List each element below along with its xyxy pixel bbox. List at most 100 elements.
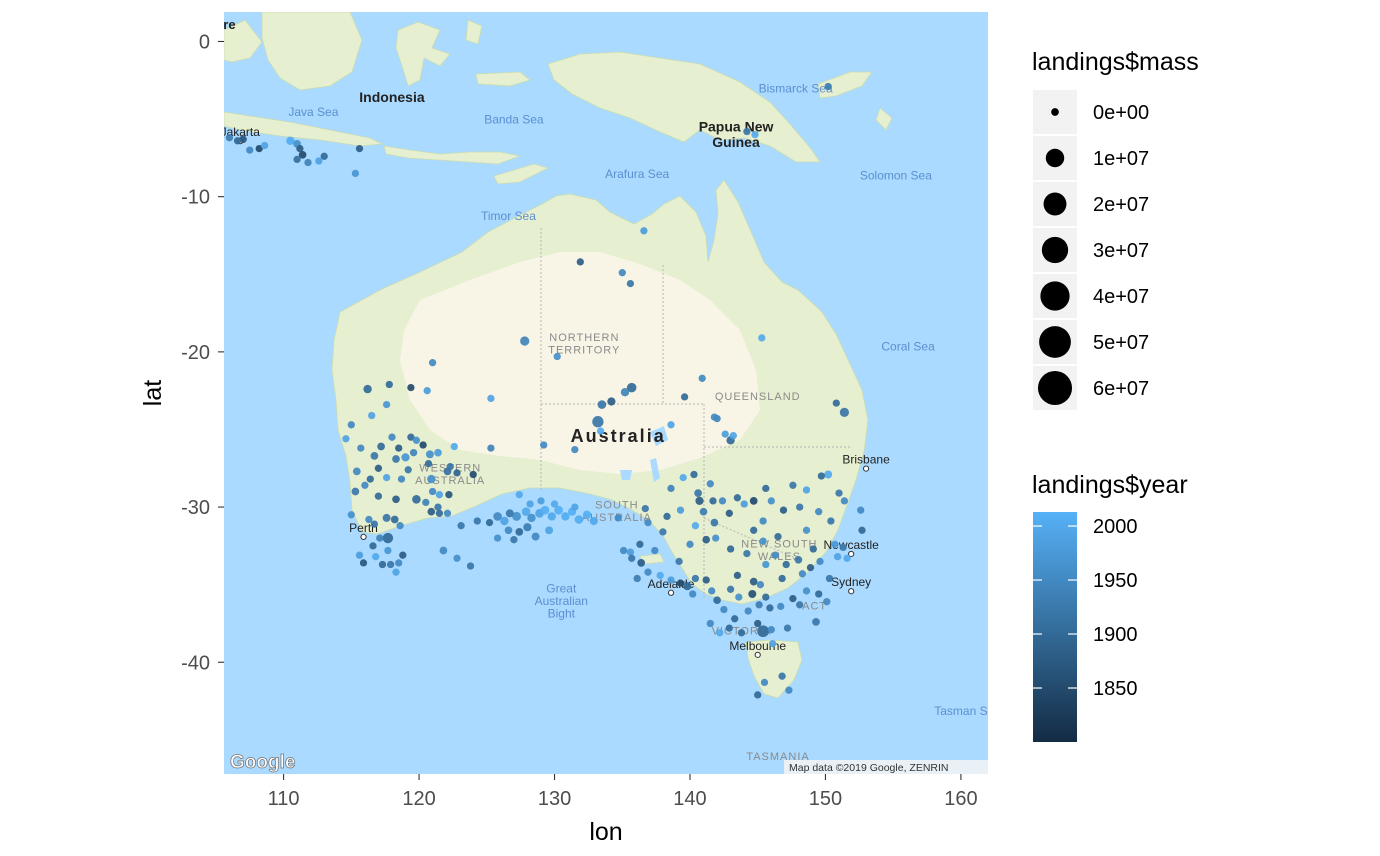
landing-point [392, 568, 400, 576]
y-tick-label: -40 [181, 652, 210, 674]
landing-point [397, 475, 406, 483]
landing-point [699, 507, 708, 516]
landing-point [351, 169, 360, 178]
mass-legend-label: 2e+07 [1093, 194, 1149, 216]
landing-point [676, 506, 685, 514]
landing-point [435, 509, 444, 517]
landing-point [342, 435, 350, 443]
landing-point [718, 497, 727, 505]
landing-point [377, 442, 385, 451]
landing-point [796, 601, 804, 609]
landing-point [619, 546, 628, 555]
landing-point [392, 455, 400, 463]
landing-point [618, 269, 626, 277]
landing-point [370, 520, 379, 528]
x-tick-label: 140 [673, 788, 706, 810]
landing-point [667, 484, 675, 493]
landing-point [378, 560, 387, 569]
landing-point [351, 487, 360, 496]
landing-point [832, 399, 840, 407]
landing-point [725, 624, 733, 632]
landing-point [315, 157, 323, 165]
landing-point [762, 560, 770, 569]
landing-point [815, 508, 823, 516]
city-marker [848, 588, 855, 595]
map-label-city: Brisbane [842, 453, 890, 467]
landing-point [779, 506, 788, 514]
landing-point [428, 487, 437, 496]
halmahera-land [465, 19, 483, 45]
map-label-city: Melbourne [729, 639, 786, 653]
landing-point [368, 411, 376, 420]
landing-point [802, 587, 811, 595]
map-label-sea: Tasman S [934, 704, 987, 718]
map-label-city: Jakarta [221, 125, 261, 139]
landing-point [798, 570, 807, 578]
landing-point [702, 576, 710, 584]
landing-point [386, 560, 395, 569]
seram-land [475, 71, 531, 87]
x-tick-label: 110 [268, 788, 300, 810]
landing-point [815, 590, 823, 598]
landing-point [487, 394, 495, 403]
landing-point [680, 393, 689, 401]
landing-point [762, 593, 770, 601]
landing-point [766, 604, 774, 612]
landing-point [812, 618, 820, 626]
landing-point [527, 513, 536, 523]
landing-point [754, 691, 762, 699]
arid-interior [400, 252, 760, 474]
city-marker [754, 651, 761, 658]
timor-land [493, 163, 550, 185]
city-marker [667, 589, 675, 596]
landing-point [395, 444, 403, 452]
landing-point [768, 639, 777, 648]
landing-point [823, 598, 831, 606]
landing-point [485, 518, 494, 527]
year-legend-label: 1950 [1093, 570, 1138, 592]
landing-point [640, 227, 648, 235]
landing-point [710, 518, 719, 527]
landing-point [835, 489, 843, 497]
year-legend: landings$year 2000 1950 1900 1850 [1032, 471, 1188, 742]
landing-point [423, 387, 431, 395]
mass-legend-title: landings$mass [1032, 48, 1199, 76]
landing-point [757, 625, 769, 638]
landing-point [450, 442, 458, 451]
landing-point [537, 497, 545, 505]
landing-point [233, 137, 242, 145]
landing-point [422, 498, 430, 507]
landing-point [636, 540, 644, 548]
landing-point [748, 590, 757, 598]
landing-point [293, 155, 301, 164]
landing-point [355, 144, 364, 153]
landing-point [523, 523, 532, 532]
landing-point [806, 563, 815, 572]
landing-point [427, 474, 436, 484]
landing-point [412, 436, 421, 444]
landing-point [540, 441, 548, 449]
landing-point [759, 517, 767, 525]
city-marker [862, 465, 870, 472]
y-axis-title: lat [139, 380, 167, 406]
borneo-land [261, 12, 363, 91]
map-label-region: SOUTH [595, 500, 639, 512]
landing-point [633, 574, 641, 583]
landing-point [690, 470, 698, 479]
landing-point [304, 158, 312, 167]
map-label-sea: Great [546, 581, 577, 595]
y-tick-label: -20 [181, 342, 210, 364]
points-layer [225, 82, 866, 699]
landing-point [320, 152, 328, 160]
landing-point [409, 449, 418, 457]
java-land [224, 111, 384, 147]
landing-point [453, 469, 461, 477]
landing-point [783, 624, 792, 632]
landing-point [505, 509, 514, 518]
landing-point [404, 466, 412, 474]
mass-legend-label: 6e+07 [1093, 378, 1149, 400]
landing-point [382, 400, 391, 409]
landing-point [225, 134, 234, 142]
landing-point [428, 359, 437, 367]
landing-point [695, 496, 704, 505]
